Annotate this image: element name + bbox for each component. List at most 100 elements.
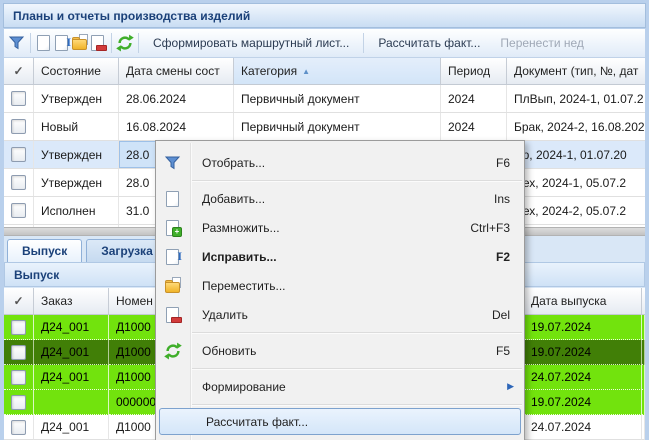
tab-strip: Выпуск Загрузка — [7, 238, 168, 262]
menu-item-label: Обновить — [202, 343, 257, 358]
release-date-cell[interactable]: 24.07.2024 — [524, 415, 642, 440]
row-checkbox[interactable] — [11, 175, 26, 190]
state-cell[interactable]: Утвержден — [34, 85, 119, 112]
submenu-arrow-icon: ▶ — [507, 381, 514, 391]
row-checkbox[interactable] — [11, 394, 26, 410]
menu-item-add[interactable]: Добавить... Ins — [156, 184, 524, 213]
column-header-document[interactable]: Документ (тип, №, дат — [514, 64, 639, 78]
state-cell[interactable]: Утвержден — [34, 141, 119, 168]
row-check-cell[interactable] — [4, 197, 34, 224]
tab-zagruzka[interactable]: Загрузка — [86, 239, 168, 262]
category-cell[interactable]: Первичный документ — [234, 85, 441, 112]
period-cell[interactable]: 2024 — [441, 85, 507, 112]
column-header-release-date[interactable]: Дата выпуска — [524, 288, 642, 314]
row-check-cell[interactable] — [4, 225, 34, 227]
order-cell[interactable]: Д24_001 — [34, 365, 109, 390]
refresh-icon[interactable] — [116, 34, 134, 52]
order-cell[interactable]: Д24_001 — [34, 340, 109, 365]
column-header-date[interactable]: Дата смены сост — [119, 58, 234, 84]
row-check-cell[interactable] — [4, 415, 34, 440]
select-all-header[interactable]: ✓ — [4, 288, 34, 314]
select-all-header[interactable]: ✓ — [4, 58, 34, 84]
state-cell[interactable]: Новый — [34, 113, 119, 140]
document-cell[interactable]: Цех, 2024-2, 05.07.2 — [514, 203, 627, 218]
row-check-cell[interactable] — [4, 315, 34, 340]
context-menu: Отобрать... F6 Добавить... Ins + Размнож… — [155, 140, 525, 440]
edit-document-icon[interactable]: I — [53, 34, 71, 52]
sort-asc-icon: ▲ — [302, 66, 311, 76]
column-header-order[interactable]: Заказ — [34, 288, 109, 314]
row-check-cell[interactable] — [4, 141, 34, 168]
document-cell[interactable]: ПлВып, 2024-1, 01.07.2 — [514, 91, 644, 106]
menu-separator — [192, 332, 522, 333]
extra-cell — [642, 315, 645, 340]
toolbar-separator — [30, 33, 31, 53]
order-cell[interactable]: Д24_001 — [34, 415, 109, 440]
filter-icon[interactable] — [8, 34, 26, 52]
row-checkbox[interactable] — [11, 419, 26, 435]
menu-item-duplicate[interactable]: + Размножить... Ctrl+F3 — [156, 213, 524, 242]
document-cell[interactable]: Брак, 2024-2, 16.08.202 — [514, 119, 645, 134]
toolbar-separator — [363, 33, 365, 53]
edit-document-icon: I — [164, 248, 182, 266]
menu-item-move[interactable]: Переместить... — [156, 271, 524, 300]
row-checkbox[interactable] — [11, 369, 26, 385]
category-cell[interactable]: Первичный документ — [234, 113, 441, 140]
row-check-cell[interactable] — [4, 113, 34, 140]
row-check-cell[interactable] — [4, 365, 34, 390]
menu-item-label: Добавить... — [202, 191, 266, 206]
state-cell[interactable]: Исполнен — [34, 197, 119, 224]
tab-vypusk[interactable]: Выпуск — [7, 239, 83, 262]
table-row[interactable]: Утвержден 28.06.2024 Первичный документ … — [4, 85, 645, 113]
row-checkbox[interactable] — [11, 119, 26, 134]
column-header-state[interactable]: Состояние — [34, 58, 119, 84]
generate-route-sheet-button[interactable]: Сформировать маршрутный лист... — [153, 36, 350, 50]
period-cell[interactable]: 2024 — [441, 113, 507, 140]
extra-cell — [642, 415, 645, 440]
toolbar-separator — [138, 33, 139, 53]
release-date-cell[interactable]: 19.07.2024 — [524, 340, 642, 365]
delete-document-icon[interactable] — [89, 34, 107, 52]
menu-separator — [192, 404, 522, 405]
menu-item-edit[interactable]: I Исправить... F2 — [156, 242, 524, 271]
document-cell[interactable]: Пр, 2024-1, 01.07.20 — [514, 147, 627, 162]
state-cell[interactable]: Утвержден — [34, 169, 119, 196]
menu-item-shortcut: F5 — [495, 343, 510, 358]
calculate-fact-button[interactable]: Рассчитать факт... — [378, 36, 481, 50]
add-document-icon[interactable] — [35, 34, 53, 52]
menu-item-delete[interactable]: Удалить Del — [156, 300, 524, 329]
row-checkbox[interactable] — [11, 344, 26, 360]
delete-document-icon — [164, 306, 182, 324]
table-row[interactable]: Новый 16.08.2024 Первичный документ 2024… — [4, 113, 645, 141]
date-cell[interactable]: 16.08.2024 — [119, 113, 234, 140]
row-checkbox[interactable] — [11, 147, 26, 162]
menu-item-label: Размножить... — [202, 220, 280, 235]
row-checkbox[interactable] — [11, 91, 26, 106]
toolbar: I Сформировать маршрутный лист... Рассчи… — [4, 29, 645, 58]
column-header-category[interactable]: Категория ▲ — [234, 58, 441, 84]
row-checkbox[interactable] — [11, 319, 26, 335]
state-cell[interactable]: Утвержден — [34, 225, 119, 227]
row-check-cell[interactable] — [4, 390, 34, 415]
menu-item-filter[interactable]: Отобрать... F6 — [156, 148, 524, 177]
menu-item-calculate-fact[interactable]: Рассчитать факт... — [159, 408, 521, 435]
move-folder-icon[interactable] — [71, 34, 89, 52]
row-check-cell[interactable] — [4, 169, 34, 196]
row-checkbox[interactable] — [11, 203, 26, 218]
window-title-bar: Планы и отчеты производства изделий — [3, 3, 646, 28]
column-header-extra — [642, 288, 645, 314]
row-check-cell[interactable] — [4, 85, 34, 112]
release-date-cell[interactable]: 19.07.2024 — [524, 315, 642, 340]
release-date-cell[interactable]: 24.07.2024 — [524, 365, 642, 390]
release-date-cell[interactable]: 19.07.2024 — [524, 390, 642, 415]
row-check-cell[interactable] — [4, 340, 34, 365]
column-header-period[interactable]: Период — [441, 58, 507, 84]
document-cell[interactable]: Цех, 2024-1, 05.07.2 — [514, 175, 627, 190]
menu-item-formation[interactable]: Формирование ▶ — [156, 372, 524, 401]
menu-separator — [192, 368, 522, 369]
order-cell[interactable] — [34, 390, 109, 415]
menu-item-refresh[interactable]: Обновить F5 — [156, 336, 524, 365]
window-title: Планы и отчеты производства изделий — [13, 8, 251, 23]
date-cell[interactable]: 28.06.2024 — [119, 85, 234, 112]
order-cell[interactable]: Д24_001 — [34, 315, 109, 340]
